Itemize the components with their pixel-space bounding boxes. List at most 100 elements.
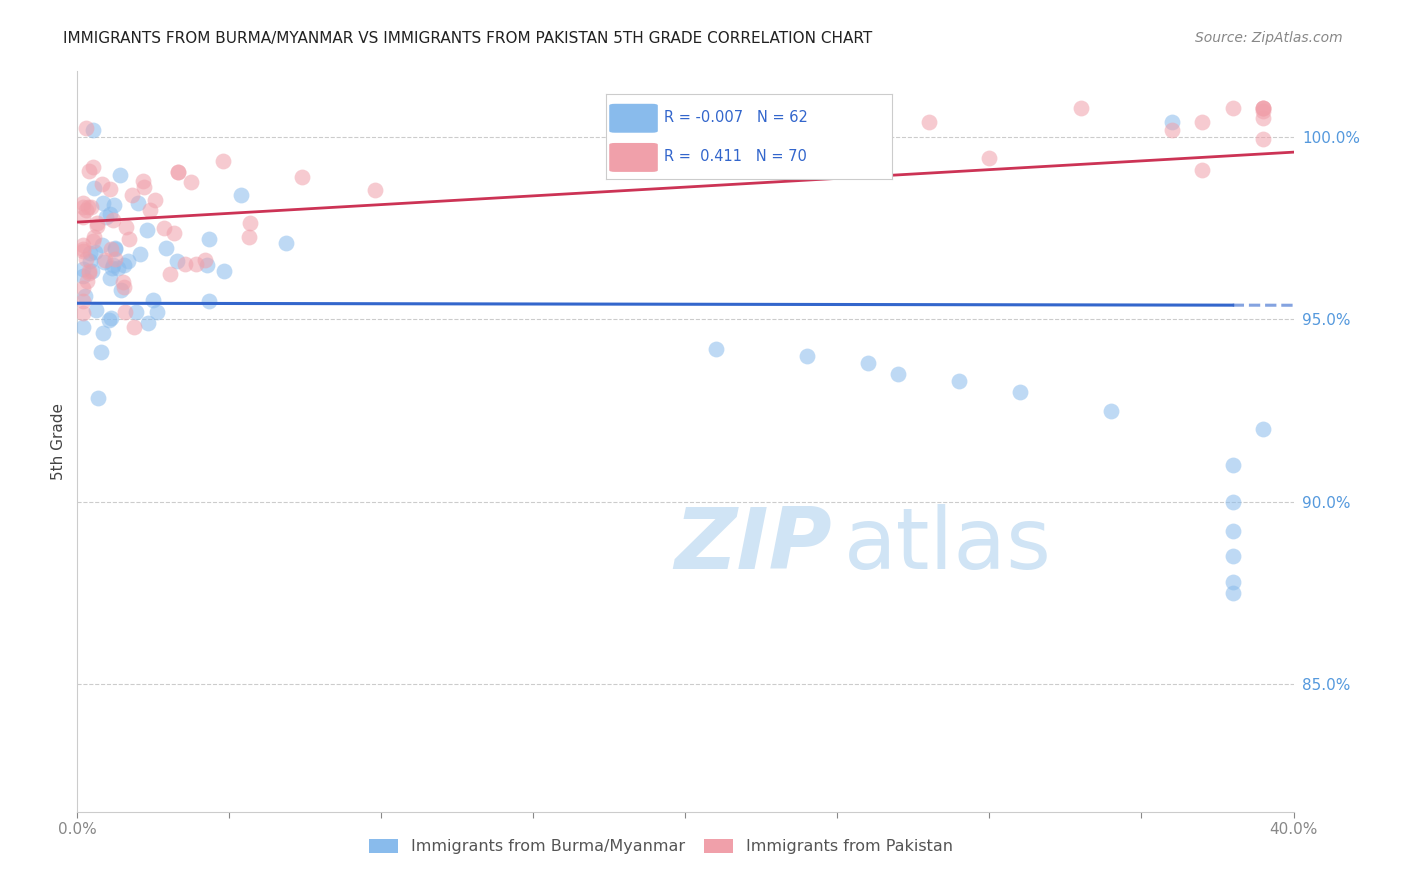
Point [90, 178, 112, 192]
Point [918, 115, 941, 129]
Point [1191, 115, 1213, 129]
Text: Source: ZipAtlas.com: Source: ZipAtlas.com [1195, 31, 1343, 45]
Point [143, 193, 166, 207]
Point [128, 246, 150, 260]
Point [80, 200, 103, 214]
Point [72, 196, 94, 211]
Point [101, 260, 124, 275]
Point [80, 264, 103, 278]
Point [239, 216, 262, 230]
Point [125, 305, 148, 319]
Point [195, 258, 218, 272]
Point [97, 312, 120, 326]
Point [96, 211, 118, 225]
Point [91, 326, 114, 341]
Point [135, 223, 157, 237]
Point [104, 252, 127, 266]
Point [104, 241, 127, 255]
Point [98, 271, 121, 285]
Point [1251, 101, 1274, 115]
Point [112, 279, 135, 293]
Point [1222, 549, 1244, 564]
Point [212, 264, 235, 278]
Point [1008, 385, 1031, 400]
Point [107, 261, 129, 276]
Point [72, 210, 94, 224]
Point [86, 216, 108, 230]
Point [163, 226, 186, 240]
Point [76, 274, 98, 288]
Point [82, 234, 104, 248]
Point [77, 266, 100, 280]
Point [979, 151, 1001, 165]
Point [108, 169, 131, 183]
Point [1191, 162, 1213, 177]
Point [166, 164, 188, 178]
Point [72, 281, 94, 295]
Point [153, 221, 176, 235]
Point [166, 254, 188, 268]
Point [75, 121, 97, 136]
Point [112, 258, 135, 272]
Point [856, 356, 879, 370]
Point [276, 236, 298, 251]
Point [79, 253, 101, 268]
Point [173, 257, 195, 271]
Point [93, 255, 115, 269]
Point [72, 306, 94, 320]
Point [115, 219, 138, 234]
Point [184, 257, 207, 271]
Point [856, 136, 879, 151]
Point [114, 305, 136, 319]
Point [704, 342, 727, 356]
Point [132, 180, 155, 194]
Point [198, 232, 221, 246]
Point [83, 229, 105, 244]
Point [118, 232, 141, 246]
Point [948, 375, 970, 389]
Point [180, 175, 202, 189]
Point [1222, 101, 1244, 115]
Point [212, 153, 235, 168]
Point [75, 252, 97, 267]
Point [1222, 586, 1244, 600]
Point [93, 253, 115, 268]
Point [91, 238, 114, 252]
Point [100, 310, 122, 325]
Point [72, 242, 94, 256]
Point [87, 392, 110, 406]
Point [72, 238, 94, 252]
Point [72, 261, 94, 276]
Point [101, 213, 124, 227]
Point [101, 258, 124, 272]
Point [72, 269, 94, 284]
Point [1161, 115, 1184, 129]
Point [121, 188, 143, 202]
Point [1222, 524, 1244, 538]
Point [117, 254, 139, 268]
Point [1251, 104, 1274, 119]
Point [1222, 494, 1244, 508]
Point [72, 201, 94, 215]
Point [98, 207, 121, 221]
Point [82, 122, 104, 136]
Point [77, 264, 100, 278]
Point [72, 294, 94, 309]
Point [84, 245, 107, 260]
Point [111, 275, 134, 289]
Point [197, 293, 219, 308]
Point [291, 169, 314, 184]
Point [1251, 132, 1274, 146]
Point [79, 246, 101, 260]
Point [104, 242, 127, 256]
Point [86, 219, 108, 234]
Point [675, 139, 697, 153]
Point [103, 198, 125, 212]
Legend: Immigrants from Burma/Myanmar, Immigrants from Pakistan: Immigrants from Burma/Myanmar, Immigrant… [364, 834, 957, 859]
Point [75, 288, 97, 302]
Point [132, 173, 155, 187]
Point [91, 195, 114, 210]
Point [84, 302, 107, 317]
Point [1070, 101, 1092, 115]
Point [735, 101, 758, 115]
